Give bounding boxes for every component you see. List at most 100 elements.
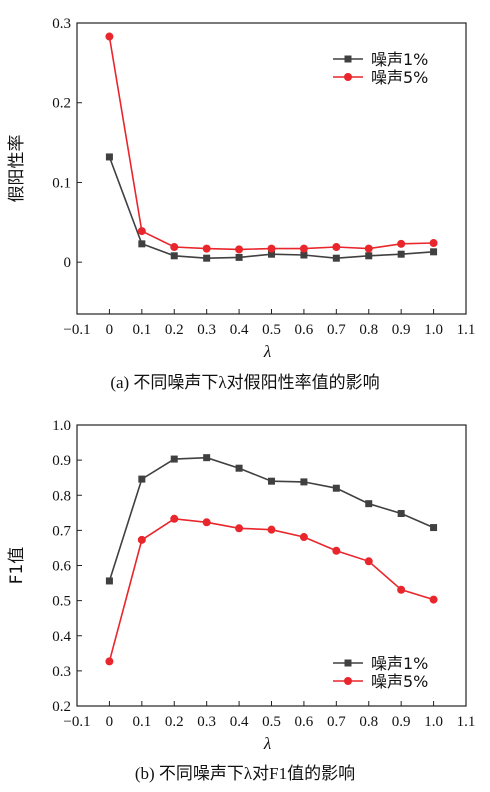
y-tick-label: 0.2	[52, 96, 71, 112]
legend-marker-circle	[344, 73, 352, 81]
data-point-square	[170, 252, 178, 260]
data-point-circle	[364, 244, 373, 253]
data-point-circle	[364, 557, 373, 566]
data-point-circle	[397, 585, 406, 594]
y-tick-label: 0.7	[52, 523, 71, 539]
data-point-circle	[332, 243, 341, 252]
x-tick-label: 0.1	[132, 714, 151, 730]
data-point-circle	[429, 595, 438, 604]
data-point-square	[138, 240, 146, 248]
y-tick-label: 0.3	[52, 664, 71, 680]
data-point-square	[235, 464, 243, 472]
x-tick-label: 0.9	[392, 322, 411, 338]
data-point-square	[430, 248, 438, 256]
data-point-circle	[429, 239, 438, 248]
series-line	[108, 156, 434, 260]
data-point-circle	[299, 244, 308, 253]
data-point-square	[268, 477, 275, 485]
y-tick-label: 0.2	[52, 699, 71, 715]
data-point-square	[300, 478, 308, 486]
x-tick-label: 0	[106, 714, 114, 730]
data-point-square	[203, 254, 211, 262]
x-tick-label: 1.0	[424, 714, 443, 730]
x-axis-label: λ	[263, 734, 271, 753]
x-axis-label: λ	[263, 342, 271, 361]
figure-caption: (b) 不同噪声下λ对F1值的影响	[135, 764, 355, 783]
y-axis-label: 假阳性率	[7, 135, 27, 203]
series-line	[108, 456, 434, 582]
x-tick-label: 0.6	[295, 714, 314, 730]
y-tick-label: 0.3	[52, 16, 71, 32]
data-point-square	[203, 454, 211, 462]
data-point-circle	[137, 535, 146, 544]
x-tick-label: 0	[106, 322, 114, 338]
data-point-circle	[170, 514, 179, 523]
data-point-circle	[137, 227, 146, 236]
data-point-circle	[202, 518, 211, 527]
data-point-square	[105, 153, 113, 161]
data-point-square	[332, 254, 340, 262]
x-tick-label: 1.0	[424, 322, 443, 338]
x-tick-label: 0.3	[197, 322, 216, 338]
data-point-square	[268, 250, 275, 258]
data-point-square	[300, 251, 308, 259]
data-point-circle	[397, 239, 406, 248]
legend-marker-circle	[344, 677, 352, 685]
x-tick-label: 0.6	[295, 322, 314, 338]
x-tick-label: 0.9	[392, 714, 411, 730]
x-tick-label: 0.4	[230, 322, 249, 338]
data-point-circle	[299, 533, 308, 542]
legend-marker-square	[344, 55, 352, 63]
series-line	[108, 517, 434, 662]
data-point-circle	[170, 243, 179, 252]
legend-label: 噪声5%	[371, 68, 428, 87]
y-tick-label: 0.1	[52, 175, 71, 191]
data-point-circle	[267, 525, 276, 534]
chart-false-positive-rate: −0.1 0 0.1 0.2 0.3 0.4 0.5 0.6 0.7 0.8 0.9 1.0 1.1 0 0…	[7, 16, 475, 392]
x-tick-label: 0.4	[230, 714, 249, 730]
x-tick-label: 0.2	[165, 322, 184, 338]
data-point-circle	[267, 244, 276, 253]
y-tick-label: 0.4	[52, 629, 71, 645]
x-tick-label: −0.1	[63, 322, 90, 338]
x-tick-label: 1.1	[457, 714, 476, 730]
data-point-circle	[332, 546, 341, 555]
x-tick-label: 1.1	[457, 322, 476, 338]
data-point-square	[138, 475, 146, 483]
data-point-square	[397, 510, 405, 518]
data-point-square	[397, 250, 405, 258]
x-tick-label: 0.7	[327, 714, 346, 730]
y-tick-label: 0.6	[52, 559, 71, 575]
x-tick-label: 0.7	[327, 322, 346, 338]
data-point-square	[365, 252, 373, 260]
x-tick-label: 0.5	[262, 322, 281, 338]
y-tick-label: 0.9	[52, 453, 71, 469]
x-tick-label: −0.1	[63, 714, 90, 730]
data-point-square	[105, 577, 113, 585]
data-point-square	[170, 455, 178, 463]
y-axis-label: F1值	[7, 547, 27, 585]
x-tick-label: 0.8	[359, 714, 378, 730]
data-point-square	[365, 500, 373, 508]
data-point-circle	[105, 32, 114, 41]
y-tick-label: 1.0	[52, 418, 71, 434]
legend-label: 噪声5%	[371, 672, 428, 691]
figure-caption: (a) 不同噪声下λ对假阳性率值的影响	[110, 373, 379, 392]
data-point-circle	[235, 524, 244, 533]
data-point-square	[332, 484, 340, 492]
y-tick-label: 0	[64, 255, 72, 271]
legend-label: 噪声1%	[371, 50, 428, 69]
x-tick-label: 0.2	[165, 714, 184, 730]
data-point-circle	[235, 245, 244, 254]
data-point-square	[235, 253, 243, 261]
x-tick-label: 0.1	[132, 322, 151, 338]
legend-marker-square	[344, 659, 352, 667]
data-point-circle	[105, 657, 114, 666]
legend-label: 噪声1%	[371, 654, 428, 673]
x-tick-label: 0.5	[262, 714, 281, 730]
data-point-circle	[202, 244, 211, 253]
x-tick-label: 0.8	[359, 322, 378, 338]
y-tick-label: 0.8	[52, 488, 71, 504]
y-tick-label: 0.5	[52, 594, 71, 610]
